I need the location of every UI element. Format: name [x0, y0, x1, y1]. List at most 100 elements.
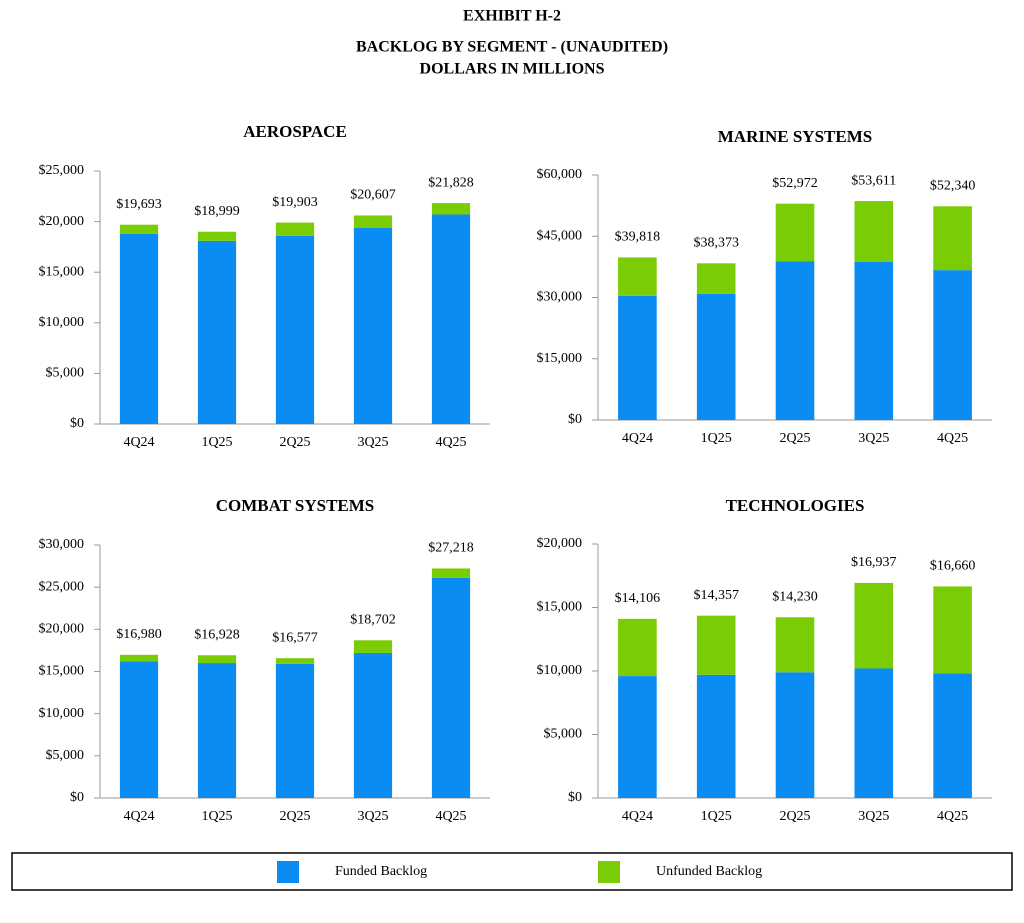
bar-segment	[197, 231, 237, 241]
x-tick-label: 2Q25	[279, 809, 310, 824]
y-tick-label: $0	[568, 412, 582, 427]
y-tick-label: $30,000	[537, 290, 583, 305]
y-tick-label: $20,000	[39, 214, 85, 229]
page-title: BACKLOG BY SEGMENT - (UNAUDITED)	[356, 39, 668, 56]
legend-swatch	[598, 861, 620, 883]
y-tick-label: $10,000	[39, 315, 85, 330]
bar-segment	[618, 676, 657, 798]
exhibit-label: EXHIBIT H-2	[463, 8, 561, 25]
x-tick-label: 1Q25	[201, 809, 232, 824]
y-tick-label: $10,000	[39, 706, 85, 721]
bar-segment	[197, 240, 237, 424]
x-tick-label: 2Q25	[779, 809, 810, 824]
total-label: $16,937	[851, 555, 897, 570]
chart-title: AEROSPACE	[243, 122, 347, 141]
bar-segment	[775, 203, 815, 262]
bar-segment	[275, 222, 315, 236]
x-tick-label: 4Q25	[937, 431, 968, 446]
bar-segment	[353, 227, 393, 424]
page-subtitle: DOLLARS IN MILLIONS	[420, 61, 605, 78]
y-tick-label: $25,000	[39, 579, 85, 594]
bar-segment	[933, 206, 972, 271]
y-tick-label: $5,000	[544, 727, 583, 742]
total-label: $19,903	[272, 195, 318, 210]
y-tick-label: $15,000	[39, 664, 85, 679]
y-tick-label: $5,000	[46, 366, 85, 381]
total-label: $20,607	[350, 188, 396, 203]
chart-title: MARINE SYSTEMS	[718, 127, 872, 146]
y-tick-label: $5,000	[46, 748, 85, 763]
total-label: $14,357	[693, 588, 739, 603]
chart-title: TECHNOLOGIES	[726, 496, 865, 515]
total-label: $18,702	[350, 612, 396, 627]
bar-segment	[854, 261, 894, 420]
total-label: $52,340	[930, 178, 976, 193]
y-tick-label: $20,000	[39, 622, 85, 637]
bar-segment	[618, 257, 657, 296]
x-tick-label: 4Q24	[622, 431, 653, 446]
bar-segment	[775, 261, 815, 420]
x-tick-label: 3Q25	[357, 435, 388, 450]
x-tick-label: 1Q25	[201, 435, 232, 450]
bar-segment	[353, 640, 393, 653]
x-tick-label: 4Q25	[937, 809, 968, 824]
bar-segment	[854, 201, 894, 262]
total-label: $53,611	[851, 173, 896, 188]
y-tick-label: $0	[70, 790, 84, 805]
bar-segment	[696, 293, 736, 420]
bar-segment	[197, 655, 237, 664]
bar-segment	[275, 235, 315, 424]
bar-segment	[933, 270, 972, 420]
bar-segment	[696, 674, 736, 798]
bar-segment	[618, 618, 657, 677]
x-tick-label: 4Q25	[435, 435, 466, 450]
total-label: $16,660	[930, 559, 976, 574]
legend-box	[11, 852, 1013, 891]
total-label: $38,373	[693, 236, 739, 251]
total-label: $14,106	[615, 591, 661, 606]
y-tick-label: $10,000	[537, 663, 583, 678]
bar-segment	[431, 568, 471, 578]
y-tick-label: $45,000	[537, 228, 583, 243]
bar-segment	[775, 617, 815, 673]
x-tick-label: 4Q25	[435, 809, 466, 824]
y-tick-label: $0	[568, 790, 582, 805]
total-label: $39,818	[615, 230, 661, 245]
y-tick-label: $15,000	[537, 600, 583, 615]
bar-segment	[275, 663, 315, 798]
total-label: $21,828	[428, 175, 474, 190]
y-tick-label: $60,000	[537, 167, 583, 182]
x-tick-label: 2Q25	[279, 435, 310, 450]
x-tick-label: 2Q25	[779, 431, 810, 446]
bar-segment	[119, 654, 159, 662]
legend-label: Unfunded Backlog	[656, 864, 762, 879]
bar-segment	[854, 668, 894, 798]
y-tick-label: $20,000	[537, 536, 583, 551]
total-label: $14,230	[772, 589, 818, 604]
x-tick-label: 3Q25	[357, 809, 388, 824]
bar-segment	[854, 582, 894, 669]
bar-segment	[197, 663, 237, 798]
bar-segment	[119, 224, 159, 234]
x-tick-label: 1Q25	[701, 809, 732, 824]
bar-segment	[275, 658, 315, 664]
total-label: $16,928	[194, 627, 240, 642]
bar-segment	[431, 577, 471, 798]
x-tick-label: 4Q24	[622, 809, 653, 824]
total-label: $16,980	[116, 627, 162, 642]
bar-segment	[353, 652, 393, 798]
y-tick-label: $25,000	[39, 163, 85, 178]
bar-segment	[933, 586, 972, 674]
total-label: $19,693	[116, 197, 162, 212]
bar-segment	[353, 215, 393, 228]
x-tick-label: 3Q25	[858, 431, 889, 446]
total-label: $52,972	[772, 176, 818, 191]
y-tick-label: $30,000	[39, 537, 85, 552]
bar-segment	[431, 214, 471, 424]
bar-segment	[696, 615, 736, 675]
total-label: $18,999	[194, 204, 240, 219]
legend-swatch	[277, 861, 299, 883]
x-tick-label: 4Q24	[123, 435, 154, 450]
bar-segment	[119, 233, 159, 424]
